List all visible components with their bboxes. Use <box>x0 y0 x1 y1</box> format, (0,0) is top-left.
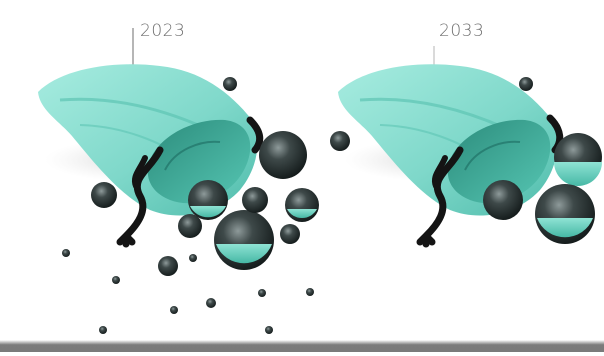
marble-icon <box>258 289 266 297</box>
marble-icon <box>306 288 314 296</box>
marble-icon <box>158 256 178 276</box>
marble-icon <box>99 326 107 334</box>
marble-icon <box>91 182 117 208</box>
rope-2033 <box>416 114 564 248</box>
bag-fold-2023 <box>59 97 206 130</box>
year-label-2023: 2023 <box>140 21 186 41</box>
bag-opening-2033 <box>447 119 551 204</box>
marble-icon <box>170 306 178 314</box>
marble-icon <box>259 131 307 179</box>
rope-2023 <box>116 116 264 248</box>
marbles-2023 <box>62 77 350 334</box>
marble-icon <box>280 224 300 244</box>
marble-icon <box>223 77 237 91</box>
marble-icon <box>206 298 216 308</box>
marble-icon <box>112 276 120 284</box>
year-label-2033: 2033 <box>439 21 485 41</box>
bag-opening-2023 <box>147 119 251 204</box>
marble-icon <box>189 254 197 262</box>
marble-icon <box>242 187 268 213</box>
bottom-bar <box>0 340 604 352</box>
marble-icon <box>178 214 202 238</box>
marble-icon <box>483 180 523 220</box>
marble-icon <box>330 131 350 151</box>
marble-icon <box>62 249 70 257</box>
marble-icon <box>265 326 273 334</box>
marble-icon <box>519 77 533 91</box>
marbles-2033 <box>483 77 602 244</box>
panel-2033 <box>338 46 602 248</box>
panel-2023 <box>38 28 350 334</box>
